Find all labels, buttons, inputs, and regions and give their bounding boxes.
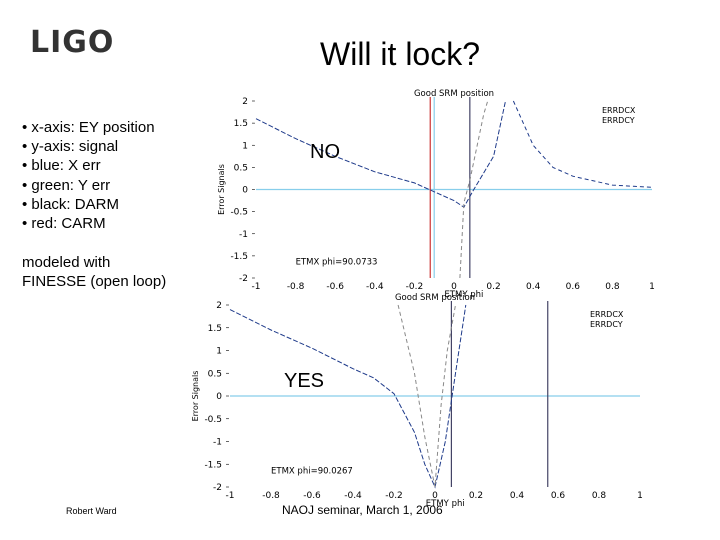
series-line-0	[229, 304, 467, 489]
x-tick-label: -0.8	[287, 282, 305, 292]
y-tick-label: 2	[216, 301, 222, 311]
author: Robert Ward	[66, 506, 117, 516]
y-tick-label: -1	[213, 438, 222, 448]
verdict-yes: YES	[284, 370, 325, 392]
x-axis-label: ETMY phi	[426, 499, 465, 509]
x-tick-label: 1	[649, 282, 655, 292]
x-tick-label: 0.8	[605, 282, 620, 292]
bullet-x-axis: • x-axis: EY position	[22, 119, 155, 136]
series-line-1	[397, 304, 456, 488]
x-tick-label: 0.6	[551, 491, 566, 501]
legend-entry-1: ERRDCY	[590, 320, 623, 329]
legend-entry-0: ERRDCX	[590, 310, 624, 319]
x-axis-label: ETMY phi	[444, 290, 483, 300]
note-line-2: FINESSE (open loop)	[22, 273, 167, 290]
x-tick-label: 0.6	[566, 282, 581, 292]
legend-entry-0: ERRDCX	[602, 106, 636, 115]
y-tick-label: 1.5	[234, 119, 248, 129]
chart-annotation: ETMX phi=90.0267	[271, 466, 353, 476]
verdict-no: NO	[310, 141, 340, 163]
series-line-0	[255, 100, 506, 208]
x-tick-label: -1	[252, 282, 261, 292]
x-tick-label: 0.2	[486, 282, 500, 292]
y-axis-label: Error Signals	[191, 371, 200, 422]
x-tick-label: 0.4	[510, 491, 525, 501]
y-tick-label: -1.5	[204, 460, 222, 470]
y-tick-label: -1	[239, 230, 248, 240]
x-tick-label: -0.4	[366, 282, 384, 292]
y-tick-label: -0.5	[230, 208, 248, 218]
slide-title: Will it lock?	[320, 36, 481, 72]
chart-title: Good SRM position	[414, 89, 494, 99]
note-line-1: modeled with	[22, 254, 111, 271]
y-tick-label: 0	[242, 186, 248, 196]
y-tick-label: 1.5	[208, 324, 222, 334]
series-line-1	[459, 100, 489, 279]
x-tick-label: -0.6	[303, 491, 321, 501]
y-tick-label: 1	[242, 141, 248, 151]
y-tick-label: -2	[239, 274, 248, 284]
y-tick-label: -2	[213, 483, 222, 493]
chart-annotation: ETMX phi=90.0733	[296, 258, 378, 268]
y-tick-label: -1.5	[230, 252, 248, 262]
y-tick-label: 2	[242, 97, 248, 107]
x-tick-label: -0.6	[326, 282, 344, 292]
series-line-2	[512, 100, 653, 188]
y-tick-label: 0.5	[208, 369, 222, 379]
chart-bottom: 2 1.5 1 0.5 0 -0.5 -1 -1.5 -2 -1 -0.8 -0.6 -0.4 -0.2 0…	[191, 293, 643, 509]
model-note: modeled with FINESSE (open loop)	[22, 253, 166, 291]
legend-entry-1: ERRDCY	[602, 116, 635, 125]
footer: NAOJ seminar, March 1, 2006	[282, 503, 443, 517]
x-tick-label: 1	[637, 491, 643, 501]
bullet-green: • green: Y err	[22, 176, 111, 194]
x-tick-label: 0	[451, 282, 457, 292]
x-tick-label: 0	[432, 491, 438, 501]
chart-title: Good SRM position	[395, 293, 475, 303]
y-axis-label: Error Signals	[217, 164, 226, 215]
x-tick-label: -0.2	[406, 282, 424, 292]
chart-top: 2 1.5 1 0.5 0 -0.5 -1 -1.5 -2 -1 -0.8 -0.6 -0.4 -0.2 0…	[217, 89, 655, 300]
ligo-logo: LIGO	[30, 25, 115, 60]
y-tick-label: 0.5	[234, 163, 248, 173]
y-tick-label: -0.5	[204, 415, 222, 425]
x-tick-label: 0.8	[592, 491, 607, 501]
y-tick-label: 0	[216, 392, 222, 402]
y-tick-label: 1	[216, 347, 222, 357]
bullet-red: • red: CARM	[22, 215, 106, 233]
x-tick-label: -0.4	[344, 491, 362, 501]
bullet-blue: • blue: X err	[22, 157, 101, 175]
x-tick-label: -0.8	[262, 491, 280, 501]
x-tick-label: -1	[226, 491, 235, 501]
x-tick-label: 0.2	[469, 491, 483, 501]
x-tick-label: -0.2	[385, 491, 403, 501]
bullet-y-axis: • y-axis: signal	[22, 138, 119, 156]
x-tick-label: 0.4	[526, 282, 541, 292]
legend-list: • x-axis: EY position • y-axis: signal •…	[22, 118, 155, 233]
bullet-black: • black: DARM	[22, 195, 119, 213]
